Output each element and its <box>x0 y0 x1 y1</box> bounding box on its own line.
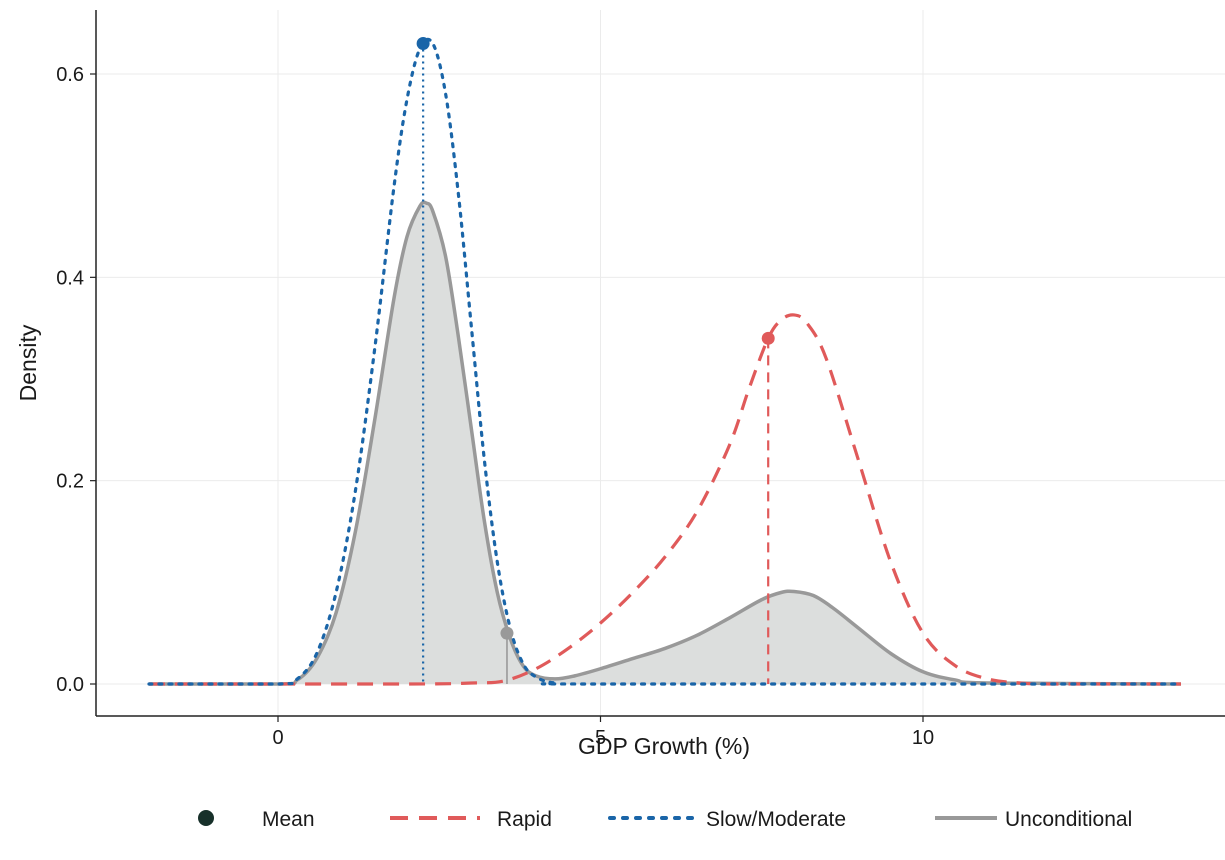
mean-markers <box>416 37 775 684</box>
legend-label-mean: Mean <box>262 808 315 831</box>
grid-lines <box>96 10 1225 716</box>
x-tick-label-0: 0 <box>272 727 283 749</box>
axes <box>95 10 1225 717</box>
mean-point-unconditional <box>500 626 514 640</box>
x-tick-label-1: 5 <box>595 727 606 749</box>
y-tick-label-2: 0.4 <box>56 267 84 289</box>
legend-label-unconditional: Unconditional <box>1005 808 1132 831</box>
series-line-slow-moderate <box>147 37 1183 686</box>
legend: Mean Rapid Slow/Moderate Unconditional <box>198 808 1132 831</box>
unconditional-fill-area <box>149 202 1181 685</box>
tick-labels: 0 5 10 0.0 0.2 0.4 0.6 <box>56 64 934 749</box>
legend-key-mean <box>198 810 214 826</box>
mean-point-rapid <box>761 331 775 345</box>
mean-point-slow-moderate <box>416 37 430 50</box>
x-axis-title: GDP Growth (%) <box>578 733 750 759</box>
legend-label-rapid: Rapid <box>497 808 552 831</box>
series-line-rapid <box>148 313 1181 686</box>
legend-label-slow-moderate: Slow/Moderate <box>706 808 846 831</box>
series-lines <box>147 37 1183 686</box>
y-tick-label-1: 0.2 <box>56 471 84 493</box>
series-line-unconditional <box>148 200 1182 686</box>
y-axis-title: Density <box>15 324 41 401</box>
x-tick-label-2: 10 <box>912 727 934 749</box>
series-fill-unconditional <box>149 202 1181 685</box>
y-tick-label-0: 0.0 <box>56 674 84 696</box>
y-tick-label-3: 0.6 <box>56 64 84 86</box>
